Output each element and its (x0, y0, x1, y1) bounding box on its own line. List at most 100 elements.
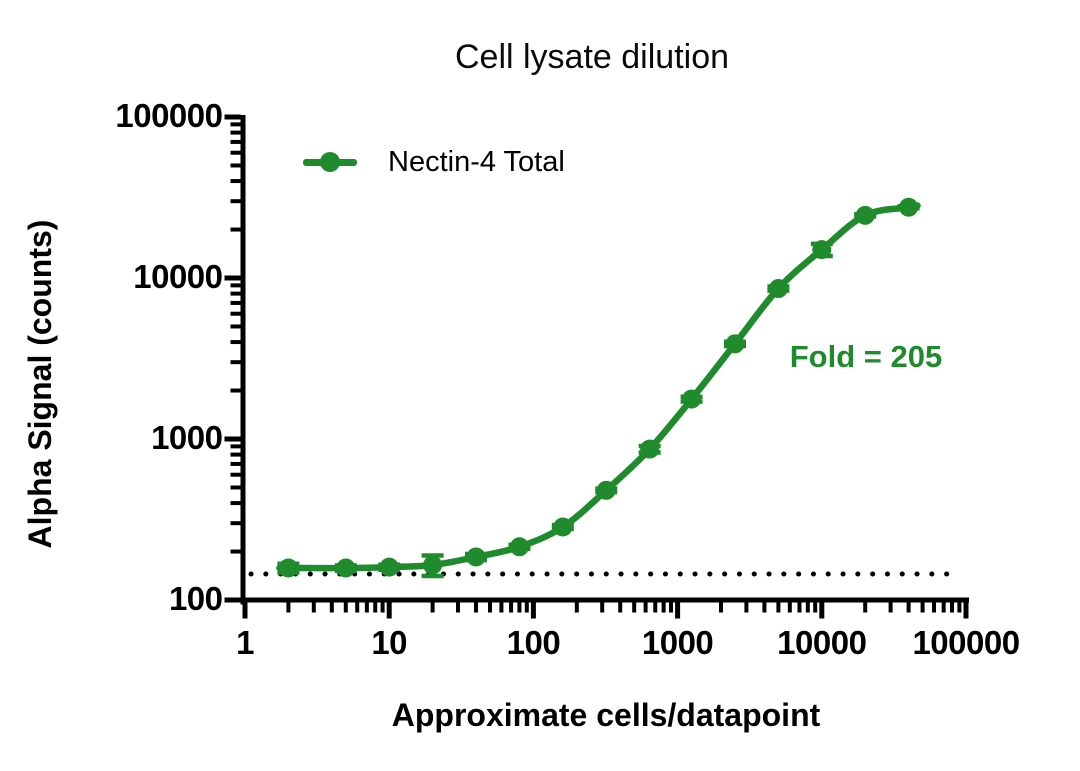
x-minor-tick (380, 602, 385, 613)
data-point (379, 557, 399, 577)
x-tick-label: 1000 (641, 624, 714, 661)
x-minor-tick (653, 602, 658, 613)
data-point (509, 537, 529, 557)
x-minor-tick (813, 602, 818, 613)
x-minor-tick (661, 602, 666, 613)
x-minor-tick (805, 602, 810, 613)
x-minor-tick (373, 602, 378, 613)
data-point (640, 439, 660, 459)
x-major-tick (963, 602, 969, 619)
x-minor-tick (355, 602, 360, 613)
y-minor-tick (230, 227, 241, 232)
data-point (466, 547, 486, 567)
y-minor-tick (230, 521, 241, 526)
x-minor-tick (932, 602, 937, 613)
x-minor-tick (474, 602, 479, 613)
x-minor-tick (643, 602, 648, 613)
x-minor-tick (456, 602, 461, 613)
chart-title: Cell lysate dilution (454, 38, 730, 76)
y-minor-tick (230, 199, 241, 204)
x-minor-tick (920, 602, 925, 613)
x-tick-label: 100 (506, 624, 561, 661)
y-major-tick (224, 597, 241, 603)
x-minor-tick (776, 602, 781, 613)
x-minor-tick (618, 602, 623, 613)
y-major-tick (224, 436, 241, 442)
x-minor-tick (744, 602, 749, 613)
fold-annotation: Fold = 205 (789, 339, 943, 374)
y-minor-tick (230, 122, 241, 127)
x-major-tick (530, 602, 536, 619)
y-minor-tick (230, 340, 241, 345)
x-minor-tick (787, 602, 792, 613)
y-minor-tick (230, 179, 241, 184)
y-minor-tick (230, 452, 241, 457)
x-minor-tick (669, 602, 674, 613)
y-minor-tick (230, 501, 241, 506)
y-tick-label: 100000 (115, 97, 223, 134)
data-point (768, 279, 788, 299)
x-minor-tick (487, 602, 492, 613)
x-minor-tick (632, 602, 637, 613)
x-minor-tick (286, 602, 291, 613)
y-minor-tick (230, 472, 241, 477)
x-minor-tick (311, 602, 316, 613)
y-minor-tick (230, 461, 241, 466)
data-point (899, 197, 919, 217)
x-minor-tick (364, 602, 369, 613)
y-minor-tick (230, 300, 241, 305)
x-minor-tick (509, 602, 514, 613)
x-minor-tick (343, 602, 348, 613)
legend-series-label: Nectin-4 Total (388, 145, 565, 178)
x-axis-line (240, 597, 969, 603)
y-major-tick (224, 275, 241, 281)
legend-series-marker-icon (303, 151, 357, 173)
x-minor-tick (797, 602, 802, 613)
data-point (596, 480, 616, 500)
y-tick-label: 1000 (151, 419, 223, 456)
x-tick-label: 100000 (912, 624, 1020, 661)
x-minor-tick (600, 602, 605, 613)
y-minor-tick (230, 163, 241, 168)
y-minor-tick (230, 549, 241, 554)
x-major-tick (386, 602, 392, 619)
x-minor-tick (499, 602, 504, 613)
data-point (336, 558, 356, 578)
y-minor-tick (230, 388, 241, 393)
y-major-tick (224, 114, 241, 120)
x-minor-tick (863, 602, 868, 613)
x-minor-tick (906, 602, 911, 613)
x-axis-title: Approximate cells/datapoint (391, 697, 821, 733)
y-tick-label: 10000 (133, 258, 223, 295)
y-axis-line (240, 115, 246, 605)
data-point (278, 558, 298, 578)
x-major-tick (675, 602, 681, 619)
y-minor-tick (230, 444, 241, 449)
x-minor-tick (888, 602, 893, 613)
y-minor-tick (230, 130, 241, 135)
legend-dot-icon (320, 152, 340, 172)
fit-curve (276, 202, 921, 572)
x-tick-label: 10 (371, 624, 408, 661)
x-minor-tick (762, 602, 767, 613)
y-minor-tick (230, 139, 241, 144)
y-minor-tick (230, 150, 241, 155)
y-minor-tick (230, 311, 241, 316)
y-minor-tick (230, 283, 241, 288)
y-minor-tick (230, 360, 241, 365)
data-point (423, 555, 443, 575)
x-minor-tick (517, 602, 522, 613)
data-point (725, 334, 745, 354)
x-minor-tick (574, 602, 579, 613)
x-minor-tick (957, 602, 962, 613)
legend: Nectin-4 Total (303, 143, 565, 181)
x-minor-tick (329, 602, 334, 613)
data-point (812, 240, 832, 260)
x-tick-label: 10000 (777, 624, 867, 661)
y-minor-tick (230, 485, 241, 490)
data-point (855, 205, 875, 225)
y-tick-label: 100 (168, 580, 223, 617)
data-point (553, 517, 573, 537)
